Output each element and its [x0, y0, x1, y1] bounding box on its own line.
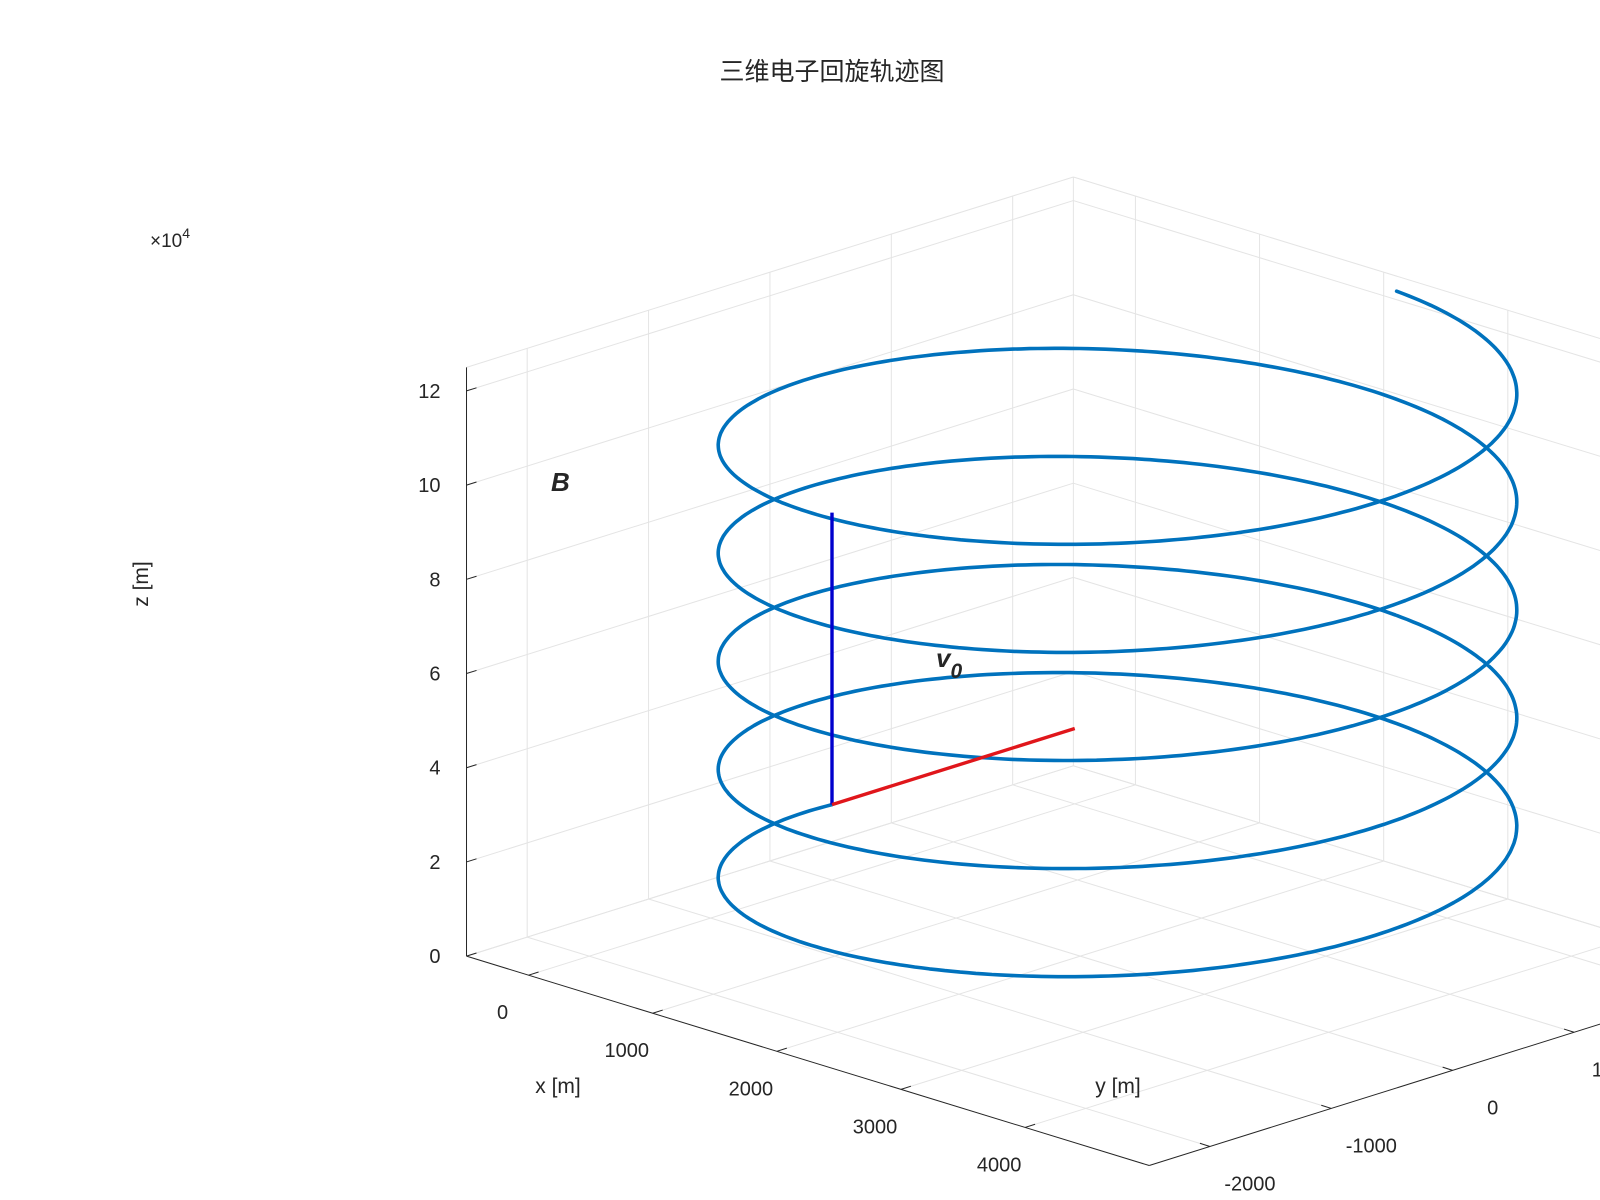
v0-label-subscript: 0 [950, 660, 962, 683]
grid-line [466, 576, 1074, 769]
x-tick-label: 2000 [729, 1078, 774, 1100]
chart-title: 三维电子回旋轨迹图 [719, 57, 944, 86]
x-tick-label: 1000 [604, 1040, 649, 1062]
grid-lines [466, 176, 1600, 1147]
y-tick-mark [1442, 1066, 1453, 1071]
z-exponent-power: 4 [182, 225, 190, 241]
z-tick-label: 10 [418, 475, 440, 497]
y-tick-label: -1000 [1346, 1135, 1397, 1157]
y-tick-label: 1000 [1592, 1059, 1600, 1081]
grid-line [466, 388, 1074, 580]
y-tick-mark [1199, 1142, 1211, 1147]
x-tick-label: 0 [497, 1002, 508, 1024]
x-tick-labels: 0 1000 2000 3000 4000 [497, 1002, 1021, 1176]
z-tick-mark [466, 669, 477, 674]
x-tick-label: 4000 [977, 1154, 1022, 1176]
z-tick-label: 6 [429, 664, 440, 686]
y-tick-labels: -2000-1000010002000 [1224, 1059, 1600, 1195]
grid-line [1073, 200, 1600, 363]
z-tick-mark [466, 858, 477, 863]
grid-line [1073, 482, 1600, 646]
grid-line [527, 936, 1211, 1147]
grid-line [466, 176, 1074, 368]
z-tick-mark [466, 952, 477, 957]
grid-line [466, 765, 1074, 957]
x-tick-mark [900, 1085, 912, 1090]
v0-vector-label: v0 [936, 643, 962, 683]
grid-line [466, 671, 1074, 863]
v0-vector-line [831, 726, 1076, 807]
x-tick-mark [652, 1009, 663, 1014]
z-tick-label: 0 [429, 946, 440, 968]
z-tick-labels: 0 2 4 6 8 10 12 [418, 381, 440, 968]
z-tick-mark [466, 387, 477, 392]
grid-line [1073, 765, 1600, 928]
z-tick-label: 12 [418, 381, 440, 403]
x-tick-label: 3000 [853, 1116, 898, 1138]
z-tick-label: 2 [429, 852, 440, 874]
z-tick-mark [466, 481, 477, 486]
grid-line [466, 200, 1074, 392]
grid-line [1073, 294, 1600, 457]
x-tick-mark [1024, 1123, 1036, 1128]
grid-line [1073, 388, 1600, 552]
z-tick-label: 4 [429, 758, 440, 780]
y-axis-label: y [m] [1095, 1075, 1141, 1098]
x-tick-mark [776, 1047, 787, 1052]
grid-line [466, 294, 1074, 486]
z-axis-label: z [m] [130, 561, 153, 607]
b-vector-label: B [551, 467, 570, 497]
y-tick-label: 0 [1487, 1097, 1498, 1119]
z-tick-mark [466, 575, 477, 580]
z-exponent-base: ×10 [150, 231, 182, 252]
grid-line [1073, 671, 1600, 834]
grid-line [1012, 784, 1600, 966]
y-tick-mark [1321, 1104, 1332, 1109]
z-tick-label: 8 [429, 569, 440, 591]
grid-line [1073, 576, 1600, 740]
x-axis-label: x [m] [535, 1075, 581, 1098]
helix-trajectory-line [716, 289, 1519, 979]
axes [466, 367, 1600, 1166]
y-tick-label: -2000 [1224, 1173, 1275, 1195]
x-tick-mark [528, 971, 539, 976]
z-tick-mark [466, 764, 477, 769]
grid-line [769, 860, 1453, 1071]
grid-line [466, 482, 1074, 674]
v0-label-main: v [936, 643, 952, 673]
grid-line [891, 822, 1575, 1033]
z-exponent-label: ×104 [150, 225, 190, 252]
x-axis-line [466, 955, 1150, 1166]
plot-series [716, 289, 1519, 979]
y-tick-mark [1563, 1028, 1575, 1033]
grid-line [648, 898, 1332, 1109]
grid-line [1073, 176, 1600, 340]
